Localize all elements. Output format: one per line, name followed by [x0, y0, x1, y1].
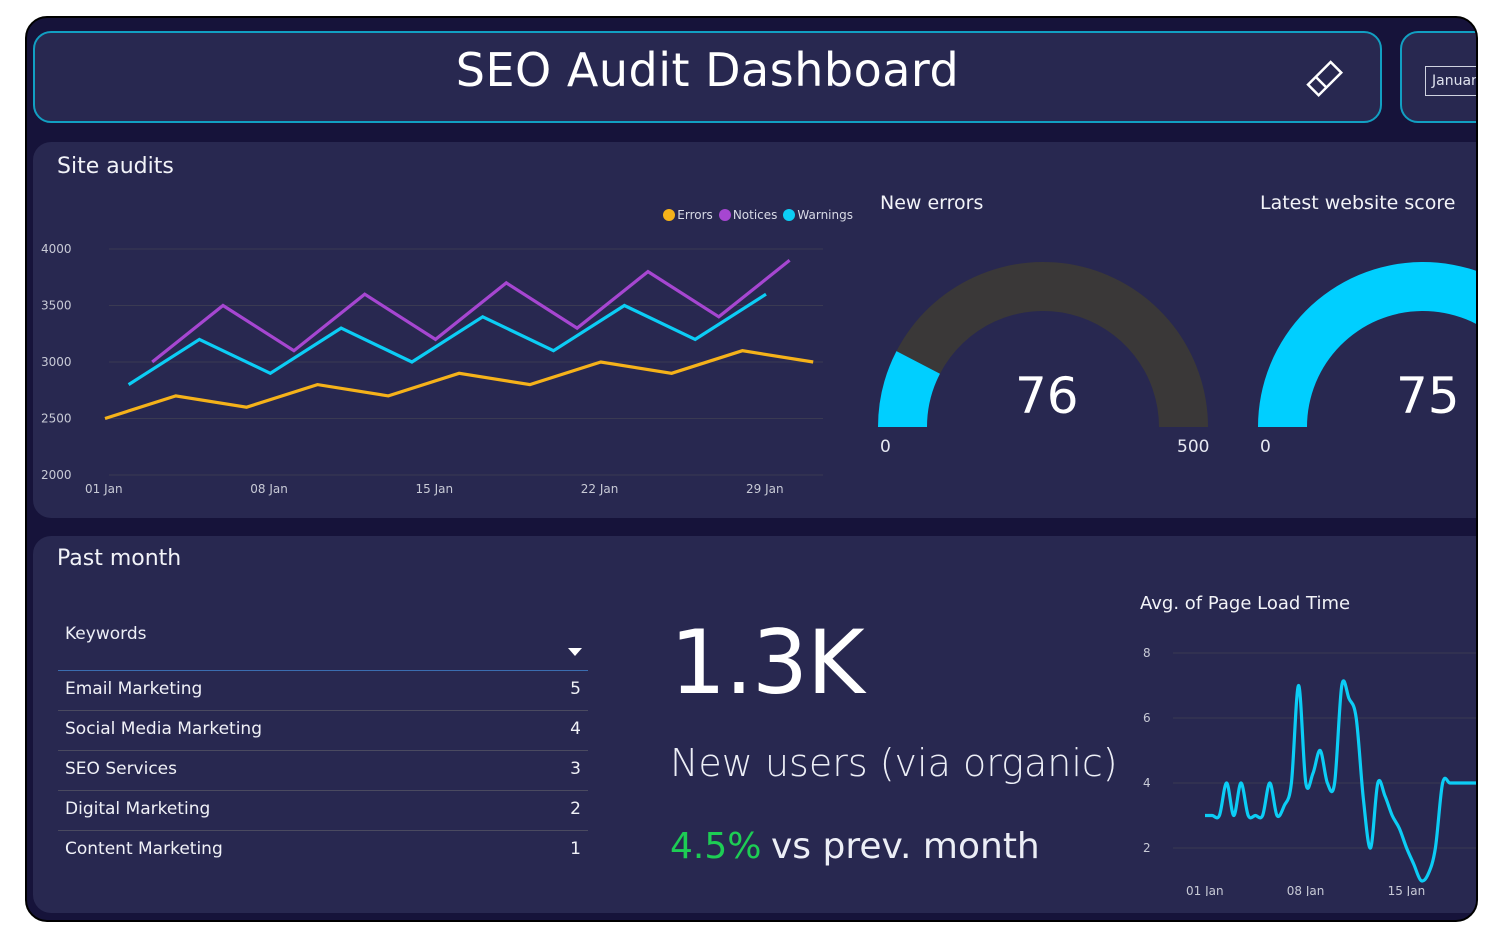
y-tick-label: 4000 [41, 242, 72, 256]
chart-legend: Errors Notices Warnings [663, 208, 853, 222]
gauge-fill [878, 351, 940, 427]
new-errors-gauge [878, 262, 1208, 427]
table-row[interactable]: Digital Marketing 2 [58, 791, 588, 831]
dashboard-frame: SEO Audit Dashboard January Site audits … [25, 16, 1478, 922]
eraser-icon[interactable] [1303, 57, 1347, 101]
x-tick-label: 08 Jan [1287, 884, 1325, 896]
x-tick-label: 01 Jan [1186, 884, 1224, 896]
new-users-label: New users (via organic) [670, 741, 1118, 785]
y-tick-label: 2 [1143, 841, 1151, 855]
keyword-name: Email Marketing [65, 679, 203, 699]
keyword-name: Content Marketing [65, 839, 223, 859]
y-tick-label: 2500 [41, 412, 72, 426]
website-score-min: 0 [1260, 437, 1271, 457]
table-row[interactable]: Content Marketing 1 [58, 831, 588, 870]
x-tick-label: 29 Jan [746, 482, 784, 496]
y-tick-label: 3000 [41, 355, 72, 369]
month-filter-panel: January [1400, 31, 1476, 123]
table-row[interactable]: Email Marketing 5 [58, 671, 588, 711]
site-audits-panel: Site audits Errors Notices Warnings 2000… [33, 142, 1476, 518]
gauge-fill [1258, 262, 1476, 427]
x-tick-label: 15 Jan [416, 482, 454, 496]
website-score-gauge [1258, 262, 1476, 427]
legend-dot-errors [663, 209, 676, 221]
x-tick-label: 08 Jan [250, 482, 288, 496]
series-line-warnings[interactable] [127, 292, 767, 386]
keyword-name: SEO Services [65, 759, 178, 779]
x-tick-label: 22 Jan [581, 482, 619, 496]
keyword-count: 3 [570, 759, 581, 779]
sort-descending-icon[interactable] [568, 648, 582, 656]
keyword-count: 4 [570, 719, 581, 739]
x-tick-label: 01 Jan [85, 482, 123, 496]
legend-dot-warnings [783, 209, 796, 221]
y-tick-label: 4 [1143, 776, 1151, 790]
new-errors-value: 76 [1015, 367, 1079, 425]
page-load-chart-title: Avg. of Page Load Time [1140, 593, 1351, 614]
legend-dot-notices [718, 209, 731, 221]
series-line-notices[interactable] [151, 259, 791, 364]
website-score-title: Latest website score [1260, 192, 1456, 214]
past-month-panel: Past month Keywords Email Marketing 5 Soc… [33, 536, 1478, 913]
keywords-header[interactable]: Keywords [58, 606, 588, 671]
keyword-name: Digital Marketing [65, 799, 211, 819]
header-panel: SEO Audit Dashboard [33, 31, 1382, 123]
series-line-errors[interactable] [104, 349, 814, 421]
x-tick-label: 15 Jan [1388, 884, 1426, 896]
keyword-count: 2 [570, 799, 581, 819]
legend-item-warnings[interactable]: Warnings [783, 208, 853, 222]
month-filter-dropdown[interactable]: January [1425, 66, 1476, 96]
new-errors-min: 0 [880, 437, 891, 457]
legend-label-notices: Notices [732, 208, 778, 222]
keywords-column-header: Keywords [65, 624, 147, 644]
keyword-count: 5 [570, 679, 581, 699]
legend-label-errors: Errors [677, 208, 713, 222]
new-errors-title: New errors [880, 192, 984, 214]
keyword-name: Social Media Marketing [65, 719, 262, 739]
legend-label-warnings: Warnings [797, 208, 853, 222]
y-tick-label: 2000 [41, 468, 72, 482]
past-month-title: Past month [57, 546, 182, 571]
page-load-line[interactable] [1204, 679, 1478, 883]
legend-item-errors[interactable]: Errors [663, 208, 713, 222]
keywords-table: Keywords Email Marketing 5 Social Media M… [58, 606, 588, 870]
page-title: SEO Audit Dashboard [455, 43, 960, 97]
site-audits-line-chart[interactable]: 2000 2500 3000 3500 4000 01 Jan 08 Jan 15 Jan 22… [33, 232, 833, 502]
y-tick-label: 3500 [41, 299, 72, 313]
y-tick-label: 6 [1143, 711, 1151, 725]
y-tick-label: 8 [1143, 646, 1151, 660]
growth-percent: 4.5% [670, 826, 762, 867]
new-users-value: 1.3K [670, 611, 865, 714]
table-row[interactable]: SEO Services 3 [58, 751, 588, 791]
table-row[interactable]: Social Media Marketing 4 [58, 711, 588, 751]
new-errors-max: 500 [1177, 437, 1210, 457]
website-score-value: 75 [1396, 367, 1460, 425]
growth-comparison-label: vs prev. month [771, 826, 1040, 867]
keyword-count: 1 [570, 839, 581, 859]
legend-item-notices[interactable]: Notices [718, 208, 778, 222]
site-audits-title: Site audits [57, 154, 174, 179]
gauge-track [896, 262, 1208, 427]
